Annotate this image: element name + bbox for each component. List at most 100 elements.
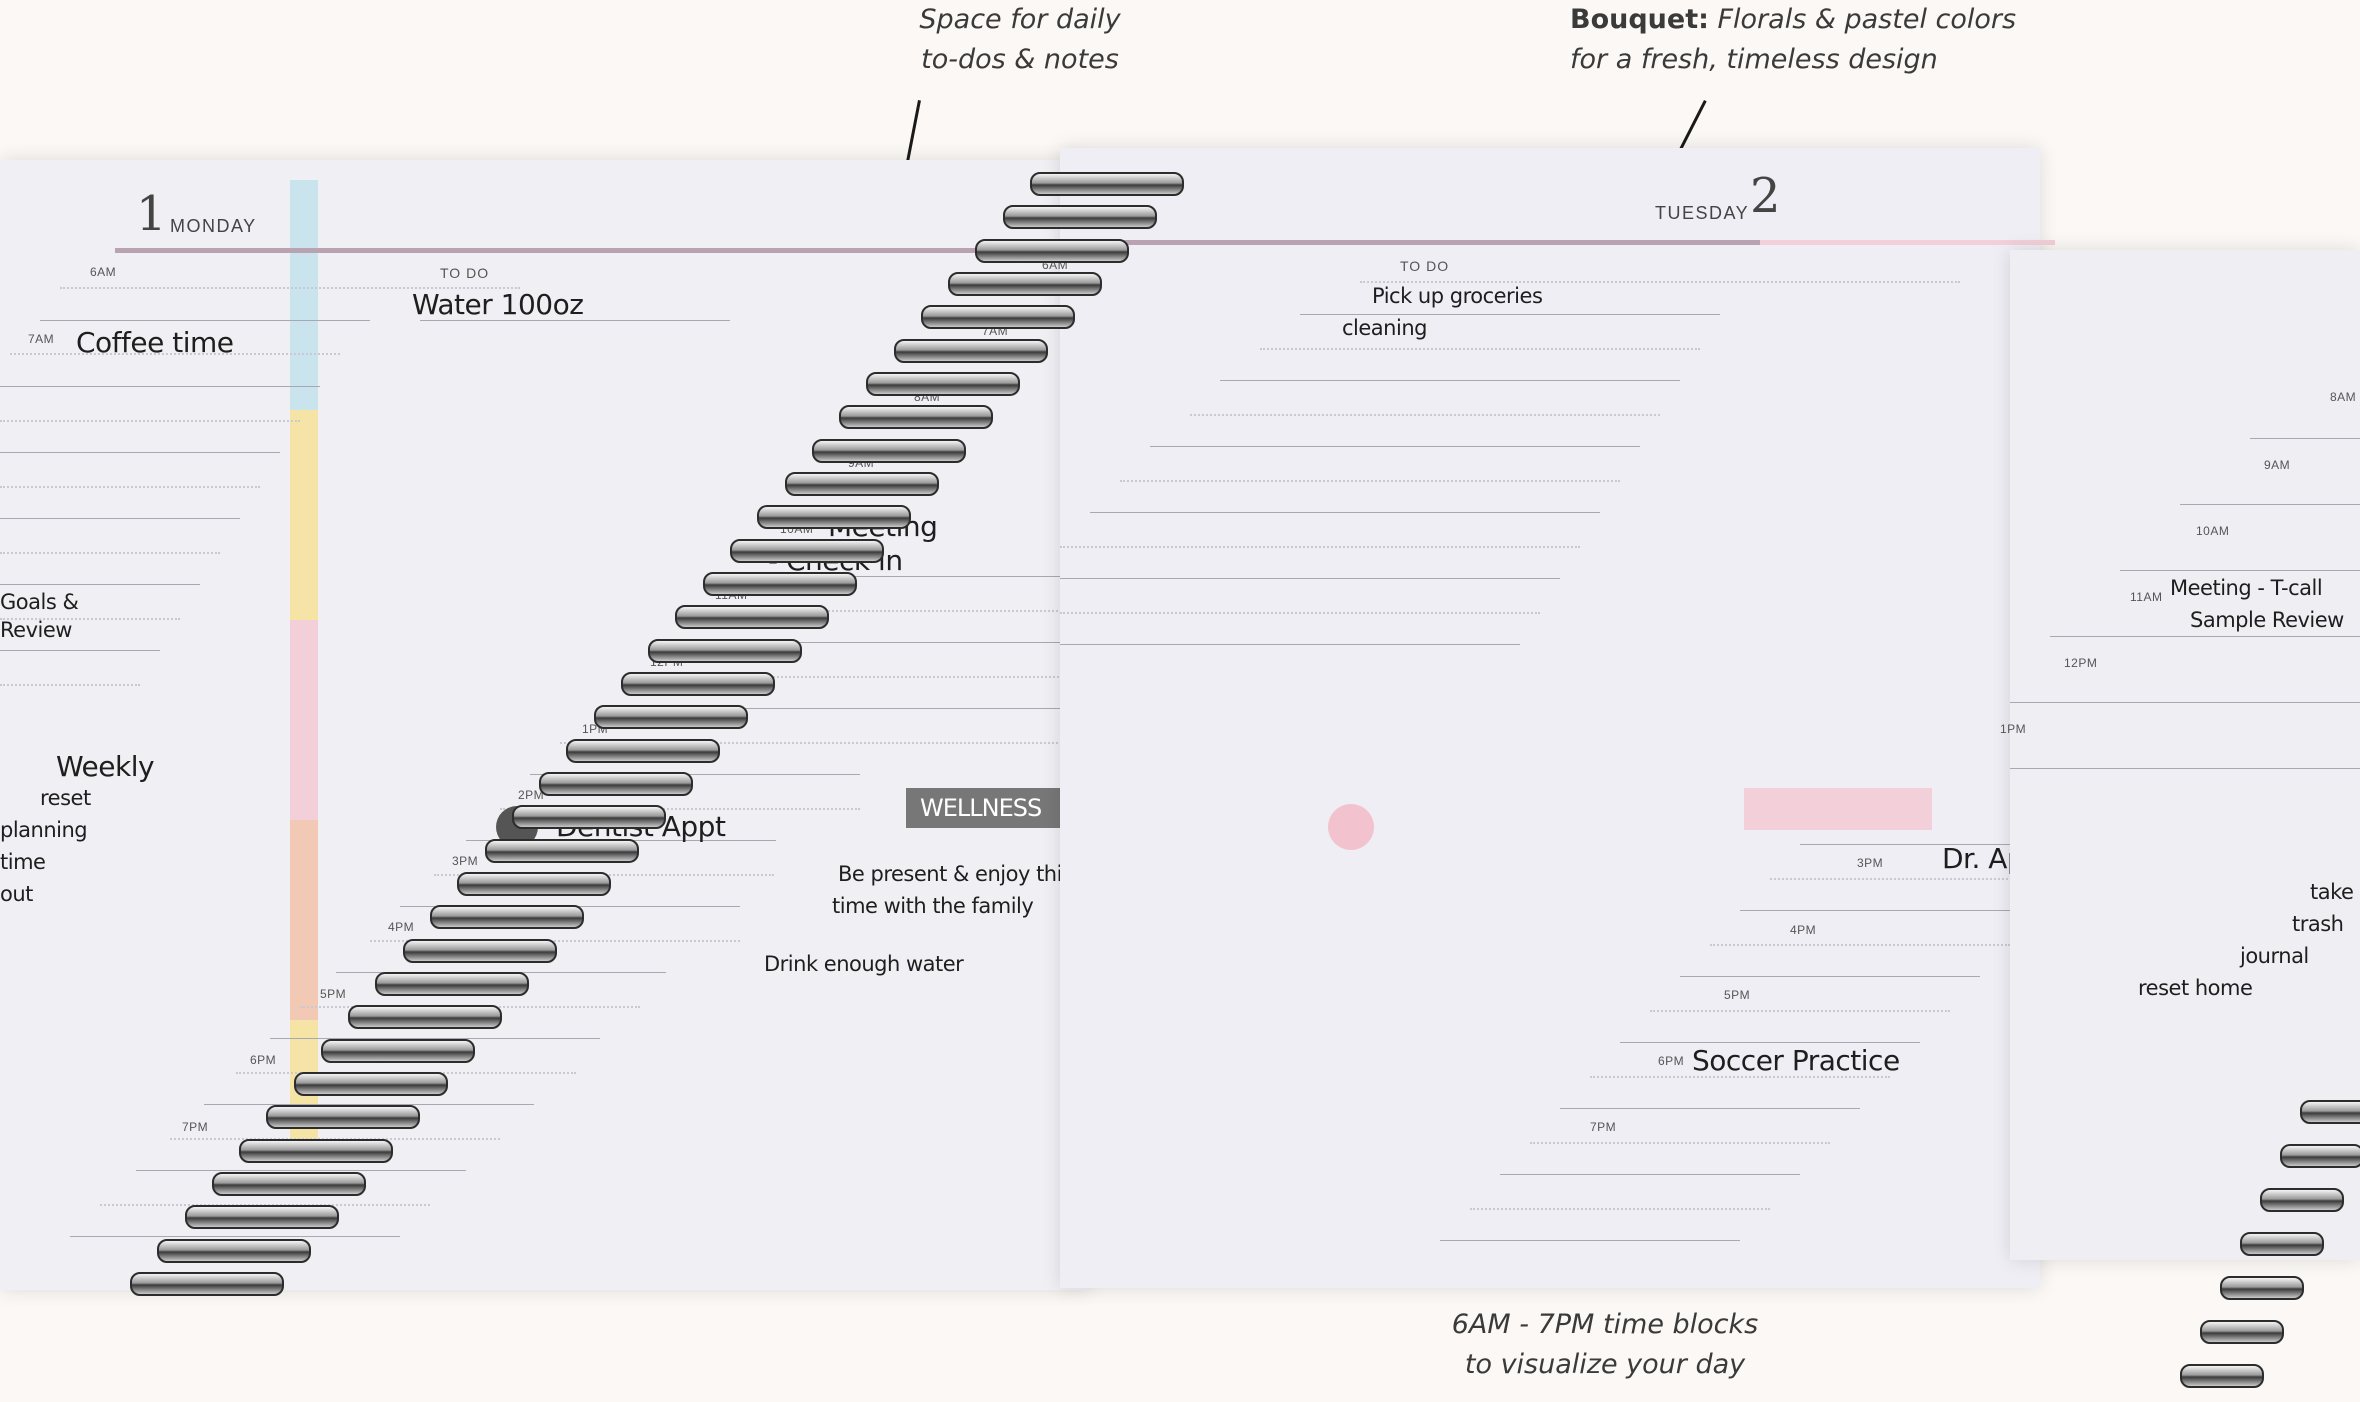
spiral-coil <box>157 1238 312 1263</box>
right-line <box>1710 944 2010 946</box>
spiral-coil <box>2180 1364 2264 1388</box>
spiral-coil <box>130 1272 284 1296</box>
left-line <box>0 684 140 686</box>
spiral-coil <box>593 705 748 730</box>
left-line <box>0 650 160 651</box>
right-line <box>1740 910 2040 911</box>
far-entry-sample: Sample Review <box>2190 608 2344 632</box>
left-time-7am: 7AM <box>28 332 55 346</box>
left-line <box>0 584 200 585</box>
right-line <box>1260 348 1700 350</box>
left-day-number: 1 <box>136 186 167 242</box>
spiral-coil <box>511 805 666 830</box>
far-right-page: 8AM 9AM 10AM 11AM 12PM 1PM Meeting - T-c… <box>2000 250 2360 1260</box>
tab-peach[interactable] <box>290 820 318 1020</box>
spiral-coil <box>920 305 1075 330</box>
right-page: 2 TUESDAY TO DO 6AM 7AM 8AM 9AM 3PM 4PM … <box>848 148 2165 1288</box>
far-time-8am: 8AM <box>2330 390 2357 404</box>
right-header-bar-accent <box>1760 240 2055 245</box>
left-line <box>370 940 740 942</box>
spiral-coil <box>757 505 912 530</box>
spiral-coil <box>2220 1276 2304 1300</box>
right-line <box>1770 878 2040 880</box>
left-line <box>0 486 260 488</box>
spiral-coil <box>2240 1232 2324 1256</box>
spiral-coil <box>2300 1100 2360 1124</box>
spiral-coil <box>975 238 1130 263</box>
left-time-4pm: 4PM <box>388 920 415 934</box>
tab-pink[interactable] <box>290 620 318 820</box>
right-time-7pm: 7PM <box>1590 1120 1617 1134</box>
left-time-2pm: 2PM <box>518 788 545 802</box>
spiral-coil <box>730 538 884 563</box>
left-line <box>0 518 240 519</box>
right-line <box>1120 480 1620 482</box>
right-line <box>1470 1208 1770 1210</box>
right-line <box>1590 1076 1890 1078</box>
spiral-coil <box>811 438 966 463</box>
right-line <box>1650 1010 1950 1012</box>
callout-bouquet-bold: Bouquet: <box>1570 4 1709 35</box>
spiral-coil <box>184 1205 339 1230</box>
spiral-coil <box>457 872 612 896</box>
spiral-coil <box>2280 1144 2360 1168</box>
spiral-coil <box>293 1072 448 1096</box>
right-todo-label: TO DO <box>1400 258 1450 274</box>
right-line <box>1360 281 1960 283</box>
tab-yellow[interactable] <box>290 410 318 620</box>
spiral-coil <box>839 405 994 430</box>
far-entry-meeting: Meeting - T-call <box>2170 576 2323 600</box>
left-line <box>10 353 340 355</box>
left-line <box>500 808 860 810</box>
right-line <box>1060 644 1520 645</box>
left-line <box>100 1204 430 1206</box>
left-entry-coffee: Coffee time <box>76 326 234 359</box>
left-line <box>270 1038 600 1039</box>
right-line <box>1530 1142 1830 1144</box>
left-line <box>660 642 1090 643</box>
far-time-9am: 9AM <box>2264 458 2291 472</box>
far-entry-journal: journal <box>2240 944 2309 968</box>
right-line <box>1090 512 1600 513</box>
left-entry-out: out <box>0 882 33 906</box>
left-line <box>0 386 320 387</box>
right-entry-cleaning: cleaning <box>1342 316 1427 340</box>
right-line <box>1440 1240 1740 1241</box>
right-day-number: 2 <box>1750 168 1781 224</box>
callout-notes-line1: Space for daily <box>919 4 1121 35</box>
left-line <box>70 1236 400 1237</box>
spiral-coil <box>948 272 1103 296</box>
tab-blue[interactable] <box>290 180 318 410</box>
far-entry-reset-home: reset home <box>2138 976 2253 1000</box>
spiral-coil <box>2260 1188 2344 1212</box>
left-line <box>530 774 860 775</box>
spiral-coil <box>702 572 857 596</box>
callout-time-line1: 6AM - 7PM time blocks <box>1451 1309 1759 1340</box>
left-entry-be-present: Be present & enjoy this <box>838 862 1073 886</box>
spiral-coil <box>539 772 694 796</box>
spiral-coil <box>266 1105 421 1130</box>
right-time-3pm: 3PM <box>1857 856 1884 870</box>
spiral-coil <box>2200 1320 2284 1344</box>
callout-notes-line2: to-dos & notes <box>921 44 1119 75</box>
spiral-coil <box>348 1005 503 1030</box>
left-day-name: MONDAY <box>170 216 257 236</box>
spiral-coil <box>375 972 530 996</box>
left-line <box>204 1104 534 1105</box>
callout-time-line2: to visualize your day <box>1464 1349 1746 1380</box>
left-line <box>420 320 730 321</box>
spiral-coil <box>211 1172 366 1196</box>
left-line <box>700 610 1090 612</box>
spiral-coil <box>484 838 639 863</box>
left-time-6pm: 6PM <box>250 1053 277 1067</box>
right-line <box>1620 1042 1920 1043</box>
left-time-5pm: 5PM <box>320 987 347 1001</box>
left-line <box>730 576 1090 577</box>
right-line <box>1190 414 1660 416</box>
callout-bouquet-line1: Florals & pastel colors <box>1708 4 2017 35</box>
spiral-coil <box>1002 205 1157 230</box>
left-entry-family: time with the family <box>832 894 1034 918</box>
left-entry-drink-water: Drink enough water <box>764 952 964 976</box>
right-line <box>1150 446 1640 447</box>
left-line <box>136 1170 466 1171</box>
